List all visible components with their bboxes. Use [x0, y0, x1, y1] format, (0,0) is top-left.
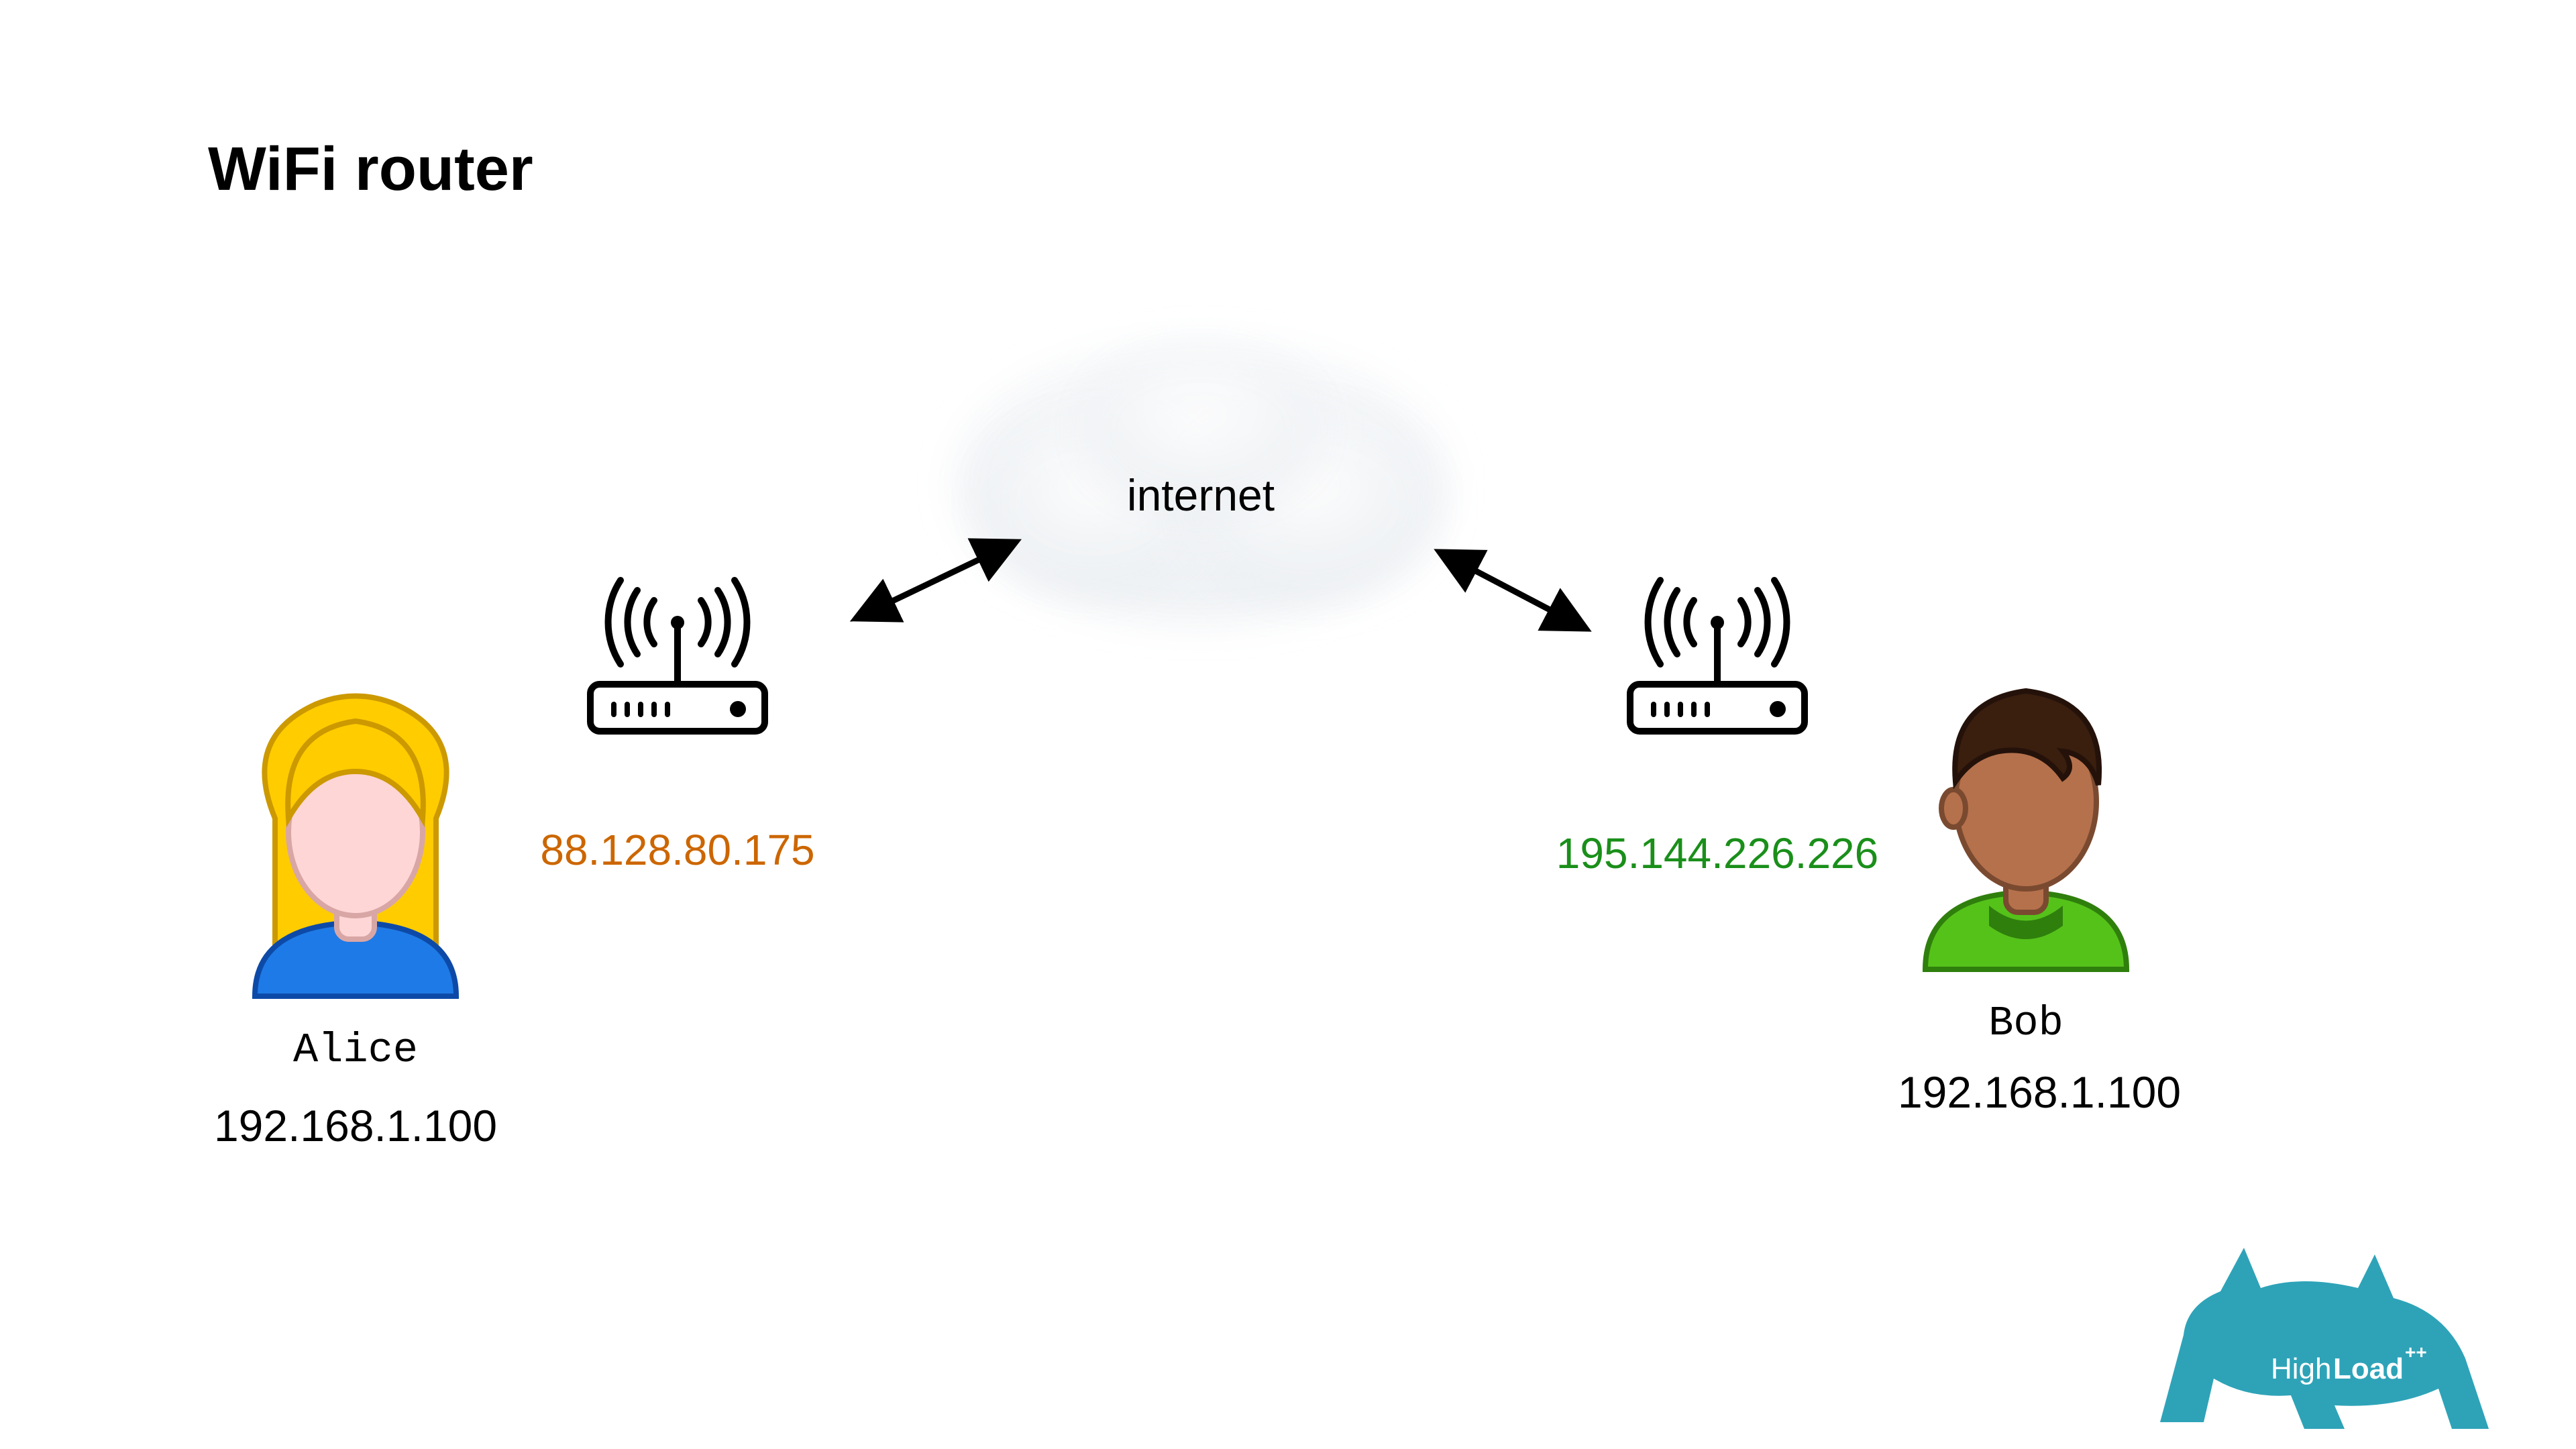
arrow-left — [859, 543, 1013, 617]
logo-text-plus: ++ — [2405, 1342, 2427, 1362]
bob-name-label: Bob — [1988, 1000, 2063, 1047]
router-left-public-ip: 88.128.80.175 — [540, 825, 814, 875]
logo-text-high: High — [2271, 1352, 2332, 1385]
bob-local-ip: 192.168.1.100 — [1898, 1067, 2181, 1118]
cloud-label: internet — [1127, 470, 1275, 521]
bob-avatar-icon — [1905, 657, 2147, 979]
slide: WiFi router internet — [0, 0, 2576, 1449]
highload-logo-icon: High Load ++ — [2147, 1241, 2496, 1442]
arrow-right — [1442, 553, 1583, 627]
logo-text-load: Load — [2333, 1352, 2404, 1385]
wifi-router-right-icon — [1617, 550, 1818, 751]
alice-avatar-icon — [235, 684, 476, 1006]
alice-local-ip: 192.168.1.100 — [214, 1100, 497, 1151]
router-right-public-ip: 195.144.226.226 — [1556, 828, 1878, 878]
alice-name-label: Alice — [293, 1026, 418, 1074]
wifi-router-left-icon — [577, 550, 778, 751]
slide-title: WiFi router — [208, 134, 533, 205]
